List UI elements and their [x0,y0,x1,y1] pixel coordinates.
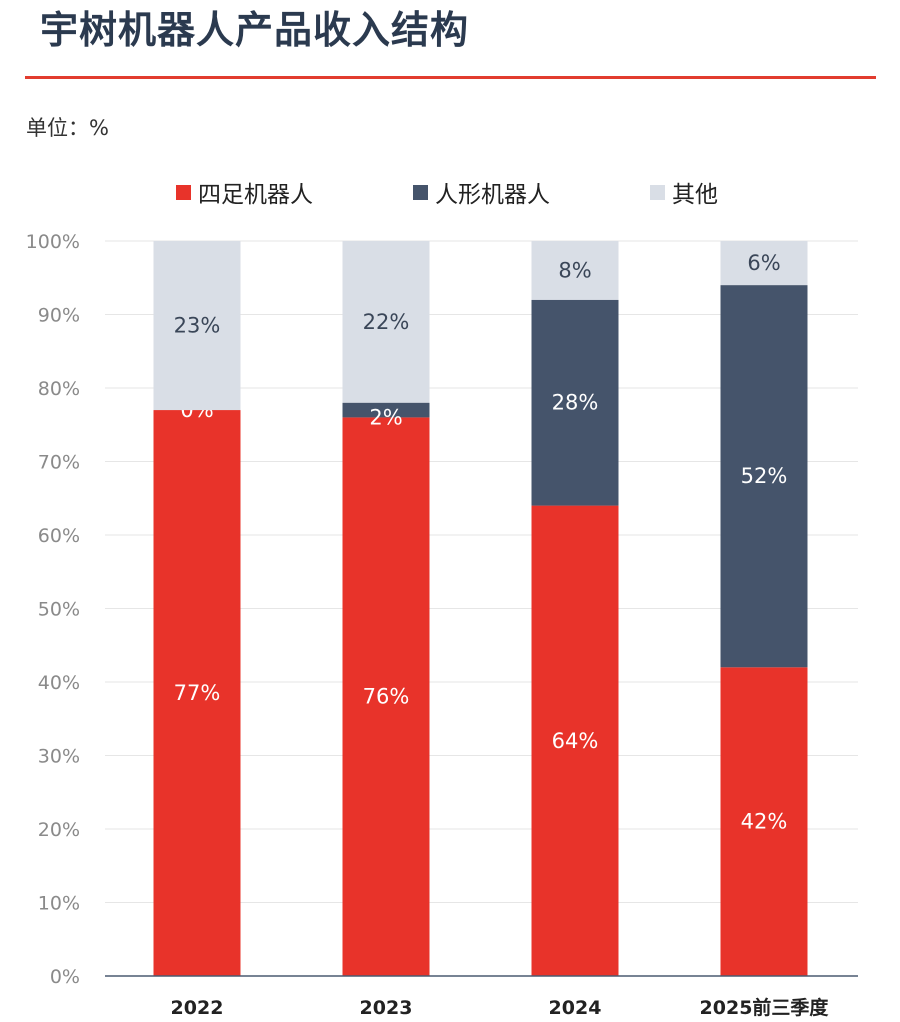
y-tick-label: 50% [38,599,80,621]
legend-label: 人形机器人 [435,182,550,208]
y-tick-label: 0% [50,966,80,988]
x-tick-label: 2023 [360,997,413,1019]
data-label-3-2: 22% [363,310,410,334]
y-tick-label: 40% [38,672,80,694]
y-tick-label: 30% [38,746,80,768]
legend-swatch [176,185,191,200]
data-label-1-3: 64% [552,729,599,753]
title-divider [25,76,876,79]
bar-segment-2-4 [720,285,808,668]
bar-segment-1-4 [720,667,808,976]
y-tick-label: 80% [38,378,80,400]
legend-swatch [650,185,665,200]
data-label-3-1: 23% [174,314,221,338]
data-label-2-4: 52% [741,464,788,488]
bar-segment-3-1 [153,241,241,411]
data-label-3-4: 6% [747,251,780,275]
bar-segment-2-3 [531,299,619,506]
x-axis-labels: 2022 2023 2024 2025前三季度 [171,996,830,1019]
x-tick-label: 2024 [549,997,602,1019]
bar-segment-2-2 [342,402,430,418]
legend-label: 其他 [672,182,718,208]
legend-swatch [413,185,428,200]
bar-segment-1-3 [531,505,619,976]
bar-segment-1-2 [342,417,430,976]
y-tick-label: 100% [26,231,80,253]
y-tick-label: 60% [38,525,80,547]
bar-segment-3-4 [720,241,808,286]
y-tick-label: 20% [38,819,80,841]
y-tick-label: 10% [38,893,80,915]
bar-segment-1-1 [153,410,241,976]
y-tick-label: 90% [38,305,80,327]
y-tick-label: 70% [38,452,80,474]
data-label-1-2: 76% [363,685,410,709]
data-label-2-2: 2% [369,405,402,429]
legend: 四足机器人 人形机器人 其他 [176,182,718,208]
data-label-1-1: 77% [174,681,221,705]
bar-segment-3-3 [531,241,619,300]
unit-label: 单位：% [26,116,109,140]
bar-segment-3-2 [342,241,430,403]
data-label-1-4: 42% [741,810,788,834]
legend-label: 四足机器人 [198,182,313,208]
x-tick-label: 2022 [171,997,224,1019]
x-tick-label: 2025前三季度 [700,996,830,1019]
data-label-3-3: 8% [558,258,591,282]
chart-title: 宇树机器人产品收入结构 [40,8,470,52]
data-label-2-3: 28% [552,391,599,415]
y-axis-ticks: 0% 10% 20% 30% 40% 50% 60% 70% 80% 90% 100% [26,231,80,988]
bars: 77%0%23%76%2%22%64%28%8%42%52%6% [153,241,808,976]
